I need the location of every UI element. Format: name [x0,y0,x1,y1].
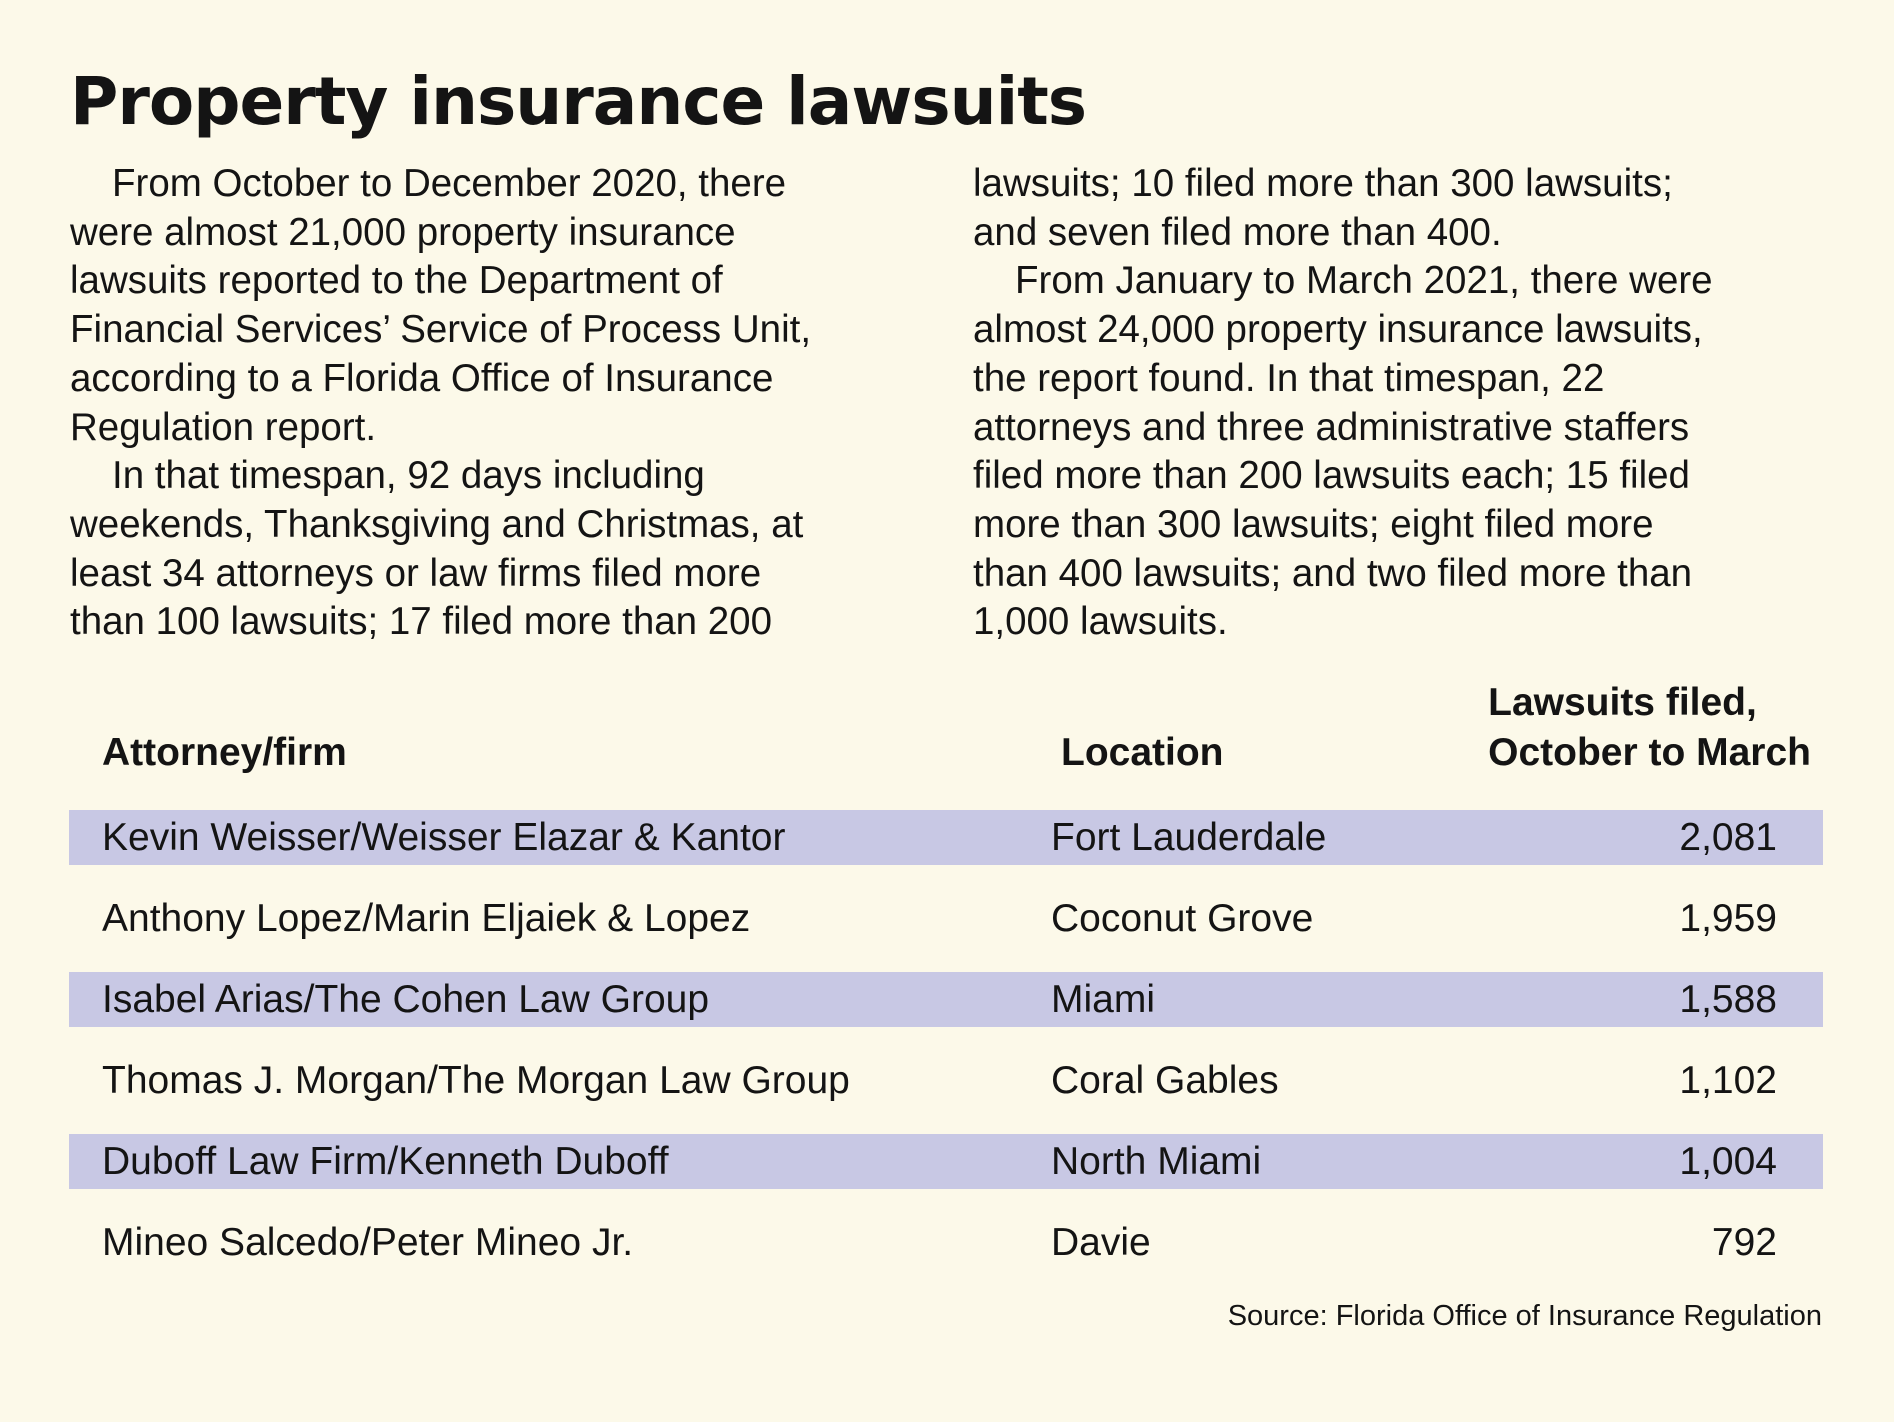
cell-attorney-firm: Kevin Weisser/Weisser Elazar & Kantor [102,816,786,859]
header-attorney-firm: Attorney/firm [102,731,347,774]
table-row: Thomas J. Morgan/The Morgan Law Group Co… [69,1053,1823,1108]
cell-lawsuit-count: 2,081 [1679,816,1777,859]
cell-location: North Miami [1051,1140,1262,1183]
table-row: Anthony Lopez/Marin Eljaiek & Lopez Coco… [69,891,1823,946]
table-row: Mineo Salcedo/Peter Mineo Jr. Davie 792 [69,1215,1823,1270]
table-header: Attorney/firm Location Lawsuits filed, O… [69,678,1823,778]
source-note: Source: Florida Office of Insurance Regu… [1227,1300,1822,1332]
cell-attorney-firm: Isabel Arias/The Cohen Law Group [102,978,710,1021]
paragraph-2-continued: lawsuits; 10 filed more than 300 lawsuit… [973,162,1673,254]
cell-location: Davie [1051,1221,1151,1264]
cell-attorney-firm: Duboff Law Firm/Kenneth Duboff [102,1140,669,1183]
table-body: Kevin Weisser/Weisser Elazar & Kantor Fo… [69,810,1823,1296]
cell-lawsuit-count: 1,959 [1679,897,1777,940]
header-lawsuits-filed: Lawsuits filed, October to March [1488,681,1811,774]
page-title: Property insurance lawsuits [70,63,1087,140]
cell-location: Miami [1051,978,1155,1021]
cell-attorney-firm: Mineo Salcedo/Peter Mineo Jr. [102,1221,634,1264]
cell-location: Coconut Grove [1051,897,1314,940]
paragraph-2: In that timespan, 92 days including week… [70,454,804,644]
paragraph-3: From January to March 2021, there were a… [973,259,1713,644]
cell-attorney-firm: Anthony Lopez/Marin Eljaiek & Lopez [102,897,751,940]
table-row: Isabel Arias/The Cohen Law Group Miami 1… [69,972,1823,1027]
cell-lawsuit-count: 1,102 [1679,1059,1777,1102]
paragraph-1: From October to December 2020, there wer… [70,162,812,449]
cell-attorney-firm: Thomas J. Morgan/The Morgan Law Group [102,1059,850,1102]
table-row: Duboff Law Firm/Kenneth Duboff North Mia… [69,1134,1823,1189]
text-column-right: lawsuits; 10 filed more than 300 lawsuit… [973,160,1833,647]
table-row: Kevin Weisser/Weisser Elazar & Kantor Fo… [69,810,1823,865]
cell-location: Coral Gables [1051,1059,1279,1102]
text-column-left: From October to December 2020, there wer… [70,160,950,647]
cell-lawsuit-count: 1,004 [1679,1140,1777,1183]
cell-location: Fort Lauderdale [1051,816,1327,859]
lawsuits-table: Attorney/firm Location Lawsuits filed, O… [69,678,1823,1264]
cell-lawsuit-count: 1,588 [1679,978,1777,1021]
cell-lawsuit-count: 792 [1711,1221,1777,1264]
header-location: Location [1061,731,1224,774]
